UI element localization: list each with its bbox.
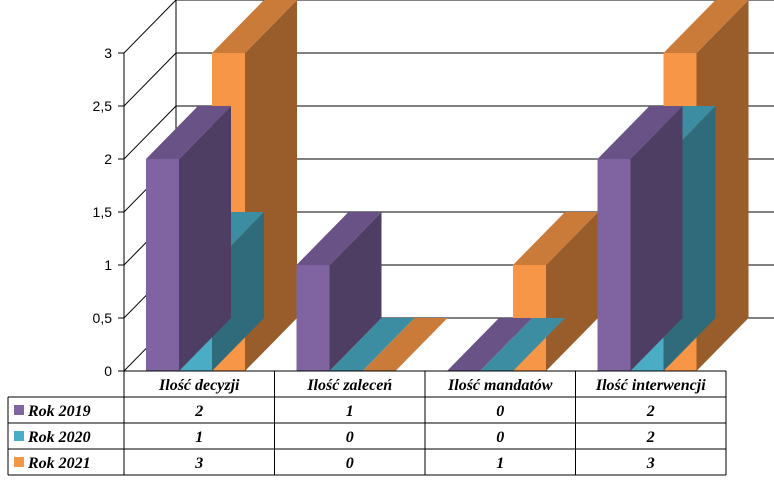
data-value: 2 xyxy=(646,429,655,446)
legend-swatch xyxy=(14,431,24,441)
category-label: Ilość interwencji xyxy=(595,377,706,394)
bar-top xyxy=(597,106,683,159)
data-value: 0 xyxy=(496,403,504,420)
bar-top xyxy=(146,106,231,159)
series-label: Rok 2019 xyxy=(27,403,91,420)
bar xyxy=(597,106,683,371)
y-axis: 0 0,5 1 1,5 2 2,5 3 xyxy=(93,45,124,379)
bar-top xyxy=(296,212,382,265)
series-label: Rok 2020 xyxy=(27,429,91,446)
bar xyxy=(329,318,415,371)
y-tick-label: 1 xyxy=(104,257,112,273)
bar xyxy=(480,318,565,371)
data-value: 2 xyxy=(194,403,203,420)
data-value: 0 xyxy=(346,455,354,472)
data-value: 3 xyxy=(194,455,203,472)
data-value: 1 xyxy=(496,455,504,472)
bar-top xyxy=(663,0,749,53)
gridline-depth xyxy=(123,105,177,160)
data-value: 0 xyxy=(496,429,504,446)
legend-swatch xyxy=(14,405,24,415)
y-tick-label: 1,5 xyxy=(93,204,113,220)
bar-top xyxy=(447,318,532,371)
bar-top xyxy=(513,212,598,265)
bar xyxy=(513,212,598,371)
bar-side xyxy=(630,106,683,371)
bars xyxy=(146,0,749,371)
bar xyxy=(296,212,382,371)
bar-front xyxy=(296,265,330,371)
data-table: Ilość decyzji Ilość zaleceń Ilość mandatów… xyxy=(7,370,727,476)
bar-front xyxy=(597,159,631,371)
bar xyxy=(146,106,231,371)
y-tick-label: 3 xyxy=(104,45,112,61)
data-value: 2 xyxy=(646,403,655,420)
y-tick-label: 2 xyxy=(104,151,112,167)
bar-side xyxy=(179,106,231,371)
bar-top xyxy=(362,318,448,371)
data-value: 1 xyxy=(195,429,203,446)
bar xyxy=(362,318,448,371)
bar xyxy=(447,318,532,371)
bar-front xyxy=(146,159,179,371)
bar-top xyxy=(212,0,297,53)
category-label: Ilość zaleceń xyxy=(306,377,392,394)
bar-top xyxy=(329,318,415,371)
category-label: Ilość decyzji xyxy=(158,377,240,394)
data-value: 3 xyxy=(646,455,655,472)
data-value: 1 xyxy=(346,403,354,420)
y-tick-label: 2,5 xyxy=(93,98,113,114)
legend-swatch xyxy=(14,457,24,467)
gridline-depth xyxy=(123,52,177,107)
bar-top xyxy=(480,318,565,371)
category-label: Ilość mandatów xyxy=(447,377,553,394)
series-label: Rok 2021 xyxy=(27,455,91,472)
data-value: 0 xyxy=(346,429,354,446)
gridline-depth xyxy=(123,0,177,54)
y-tick-label: 0,5 xyxy=(93,310,113,326)
y-tick-label: 0 xyxy=(104,363,112,379)
